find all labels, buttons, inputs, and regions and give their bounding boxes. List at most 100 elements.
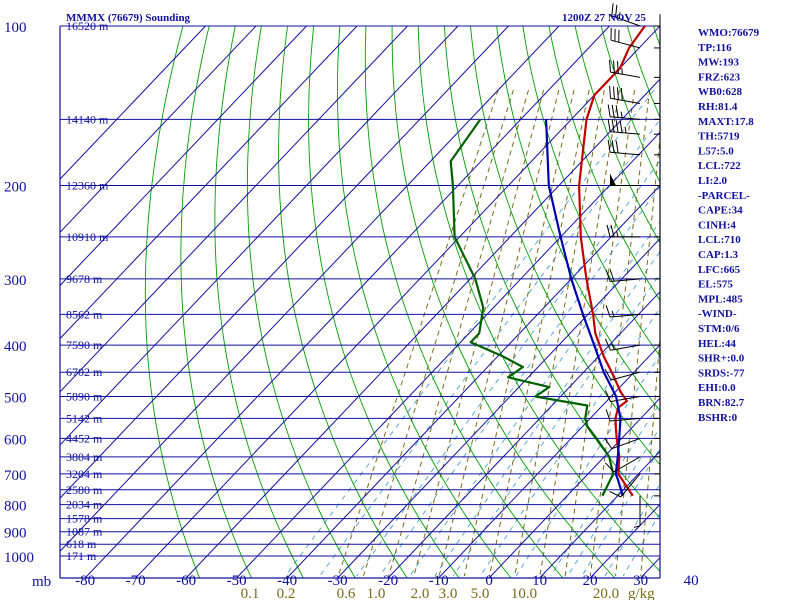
dry-adiabat	[522, 26, 660, 358]
index-line: FRZ:623	[698, 71, 741, 83]
wind-barb-flag	[616, 87, 619, 100]
wind-barb	[605, 409, 660, 422]
index-line: MAXT:17.8	[698, 116, 754, 128]
wind-barb-flag	[605, 269, 611, 282]
index-line: -WIND-	[698, 308, 737, 320]
dry-adiabat	[246, 26, 356, 578]
wind-barb-flag	[611, 3, 614, 16]
index-line: LCL:710	[698, 234, 741, 246]
height-label: 3204 m	[66, 467, 103, 481]
moist-adiabat	[615, 132, 660, 577]
temperature-tick-label: 0	[485, 573, 493, 589]
pressure-unit-label: mb	[32, 574, 51, 590]
index-line: EHI:0.0	[698, 382, 736, 394]
chart-title: MMMX (76679) Sounding	[66, 12, 191, 24]
height-label: 1087 m	[66, 525, 103, 539]
wind-barb-flag	[605, 305, 611, 318]
index-line: CINH:4	[698, 219, 736, 231]
indices-panel: WMO:76679 TP:116 MW:193 FRZ:623 WB0:628 RH:81…	[698, 27, 760, 424]
wind-barb-flag	[613, 86, 615, 99]
dry-adiabat	[443, 26, 660, 519]
dry-adiabat	[496, 26, 660, 412]
wind-barb	[604, 338, 660, 351]
moist-adiabat	[666, 90, 695, 576]
wind-barb-flag	[613, 60, 615, 73]
index-line: BSHR:0	[698, 412, 738, 424]
pressure-tick-label: 900	[4, 526, 27, 542]
height-label: 1578 m	[66, 512, 103, 526]
moist-adiabat	[363, 89, 514, 577]
wind-barb-flag	[615, 119, 619, 133]
height-label: 171 m	[66, 549, 97, 563]
moist-adiabat	[463, 89, 575, 577]
wind-barb-staff	[613, 456, 641, 473]
index-line: LFC:665	[698, 264, 741, 276]
dry-adiabat	[278, 26, 408, 578]
isotherm-line	[135, 26, 660, 578]
wind-barb-half-flag	[618, 12, 621, 19]
wind-barb-staff	[610, 313, 641, 318]
wind-barb	[607, 119, 660, 135]
wind-barb-flag	[606, 224, 611, 238]
wind-barb-staff	[610, 71, 641, 78]
wind-barb-flag	[609, 269, 615, 282]
isotherm-line	[387, 291, 660, 578]
wind-barb	[605, 456, 660, 473]
wind-barb-pennant	[610, 173, 616, 186]
mixing-ratio-line	[319, 118, 660, 577]
isotherm-line	[286, 184, 660, 578]
wind-barb-staff	[610, 344, 641, 351]
height-label: 618 m	[66, 537, 97, 551]
index-line: HEL:44	[698, 338, 736, 350]
wind-barb-half-flag	[633, 525, 641, 528]
wind-barb-staff	[610, 116, 641, 120]
temperature-tick-label: -50	[227, 573, 247, 589]
isotherm-line	[60, 26, 257, 234]
pressure-tick-label: 1000	[4, 550, 34, 566]
temperature-tick-label: 20	[583, 573, 598, 589]
isotherm-line	[60, 26, 509, 499]
isotherm-line	[60, 26, 206, 180]
dry-adiabat	[600, 26, 660, 184]
wind-barb-staff	[620, 473, 641, 498]
temperature-tick-label: -40	[277, 573, 297, 589]
moist-adiabat	[640, 331, 660, 577]
dry-adiabat	[758, 26, 800, 578]
height-label: 14140 m	[66, 112, 109, 126]
wind-barb-flag	[604, 368, 612, 381]
wind-barb-flag	[615, 105, 619, 118]
height-label: 5142 m	[66, 411, 103, 425]
wind-barb	[609, 85, 660, 104]
wind-barb-half-flag	[616, 230, 619, 238]
temperature-tick-label: 40	[684, 573, 699, 589]
wind-barb-flag	[620, 87, 623, 101]
index-line: SRDS:-77	[698, 367, 745, 379]
wind-barb-flag	[616, 61, 619, 74]
isotherm-line	[84, 26, 610, 578]
wind-barb-half-flag	[620, 111, 623, 118]
wind-barb	[604, 390, 660, 403]
wind-barb-staff	[611, 437, 641, 450]
index-line: WB0:628	[698, 86, 743, 98]
wind-barb	[604, 368, 660, 381]
dry-adiabat	[214, 26, 304, 578]
index-line: WMO:76679	[698, 27, 760, 39]
dry-adiabat	[391, 26, 616, 578]
dry-adiabat	[470, 26, 660, 466]
moist-adiabat	[539, 89, 620, 577]
wind-barb-flag	[610, 224, 615, 238]
moist-adiabat	[438, 89, 560, 577]
index-line: MW:193	[698, 57, 739, 69]
wind-barb-flag	[604, 390, 611, 402]
index-line: CAPE:34	[698, 205, 743, 217]
moist-adiabat	[514, 89, 605, 577]
index-line: TH:5719	[698, 131, 740, 143]
temperature-tick-label: -80	[75, 573, 95, 589]
index-line: EL:575	[698, 279, 733, 291]
dry-adiabat	[180, 26, 252, 578]
chart-date: 1200Z 27 NOV 25	[562, 12, 646, 24]
dry-adiabat	[784, 26, 800, 578]
mixing-ratio-tick-label: 0.2	[277, 586, 296, 600]
height-label: 9678 m	[66, 272, 103, 286]
wind-barb-half-flag	[624, 126, 627, 134]
